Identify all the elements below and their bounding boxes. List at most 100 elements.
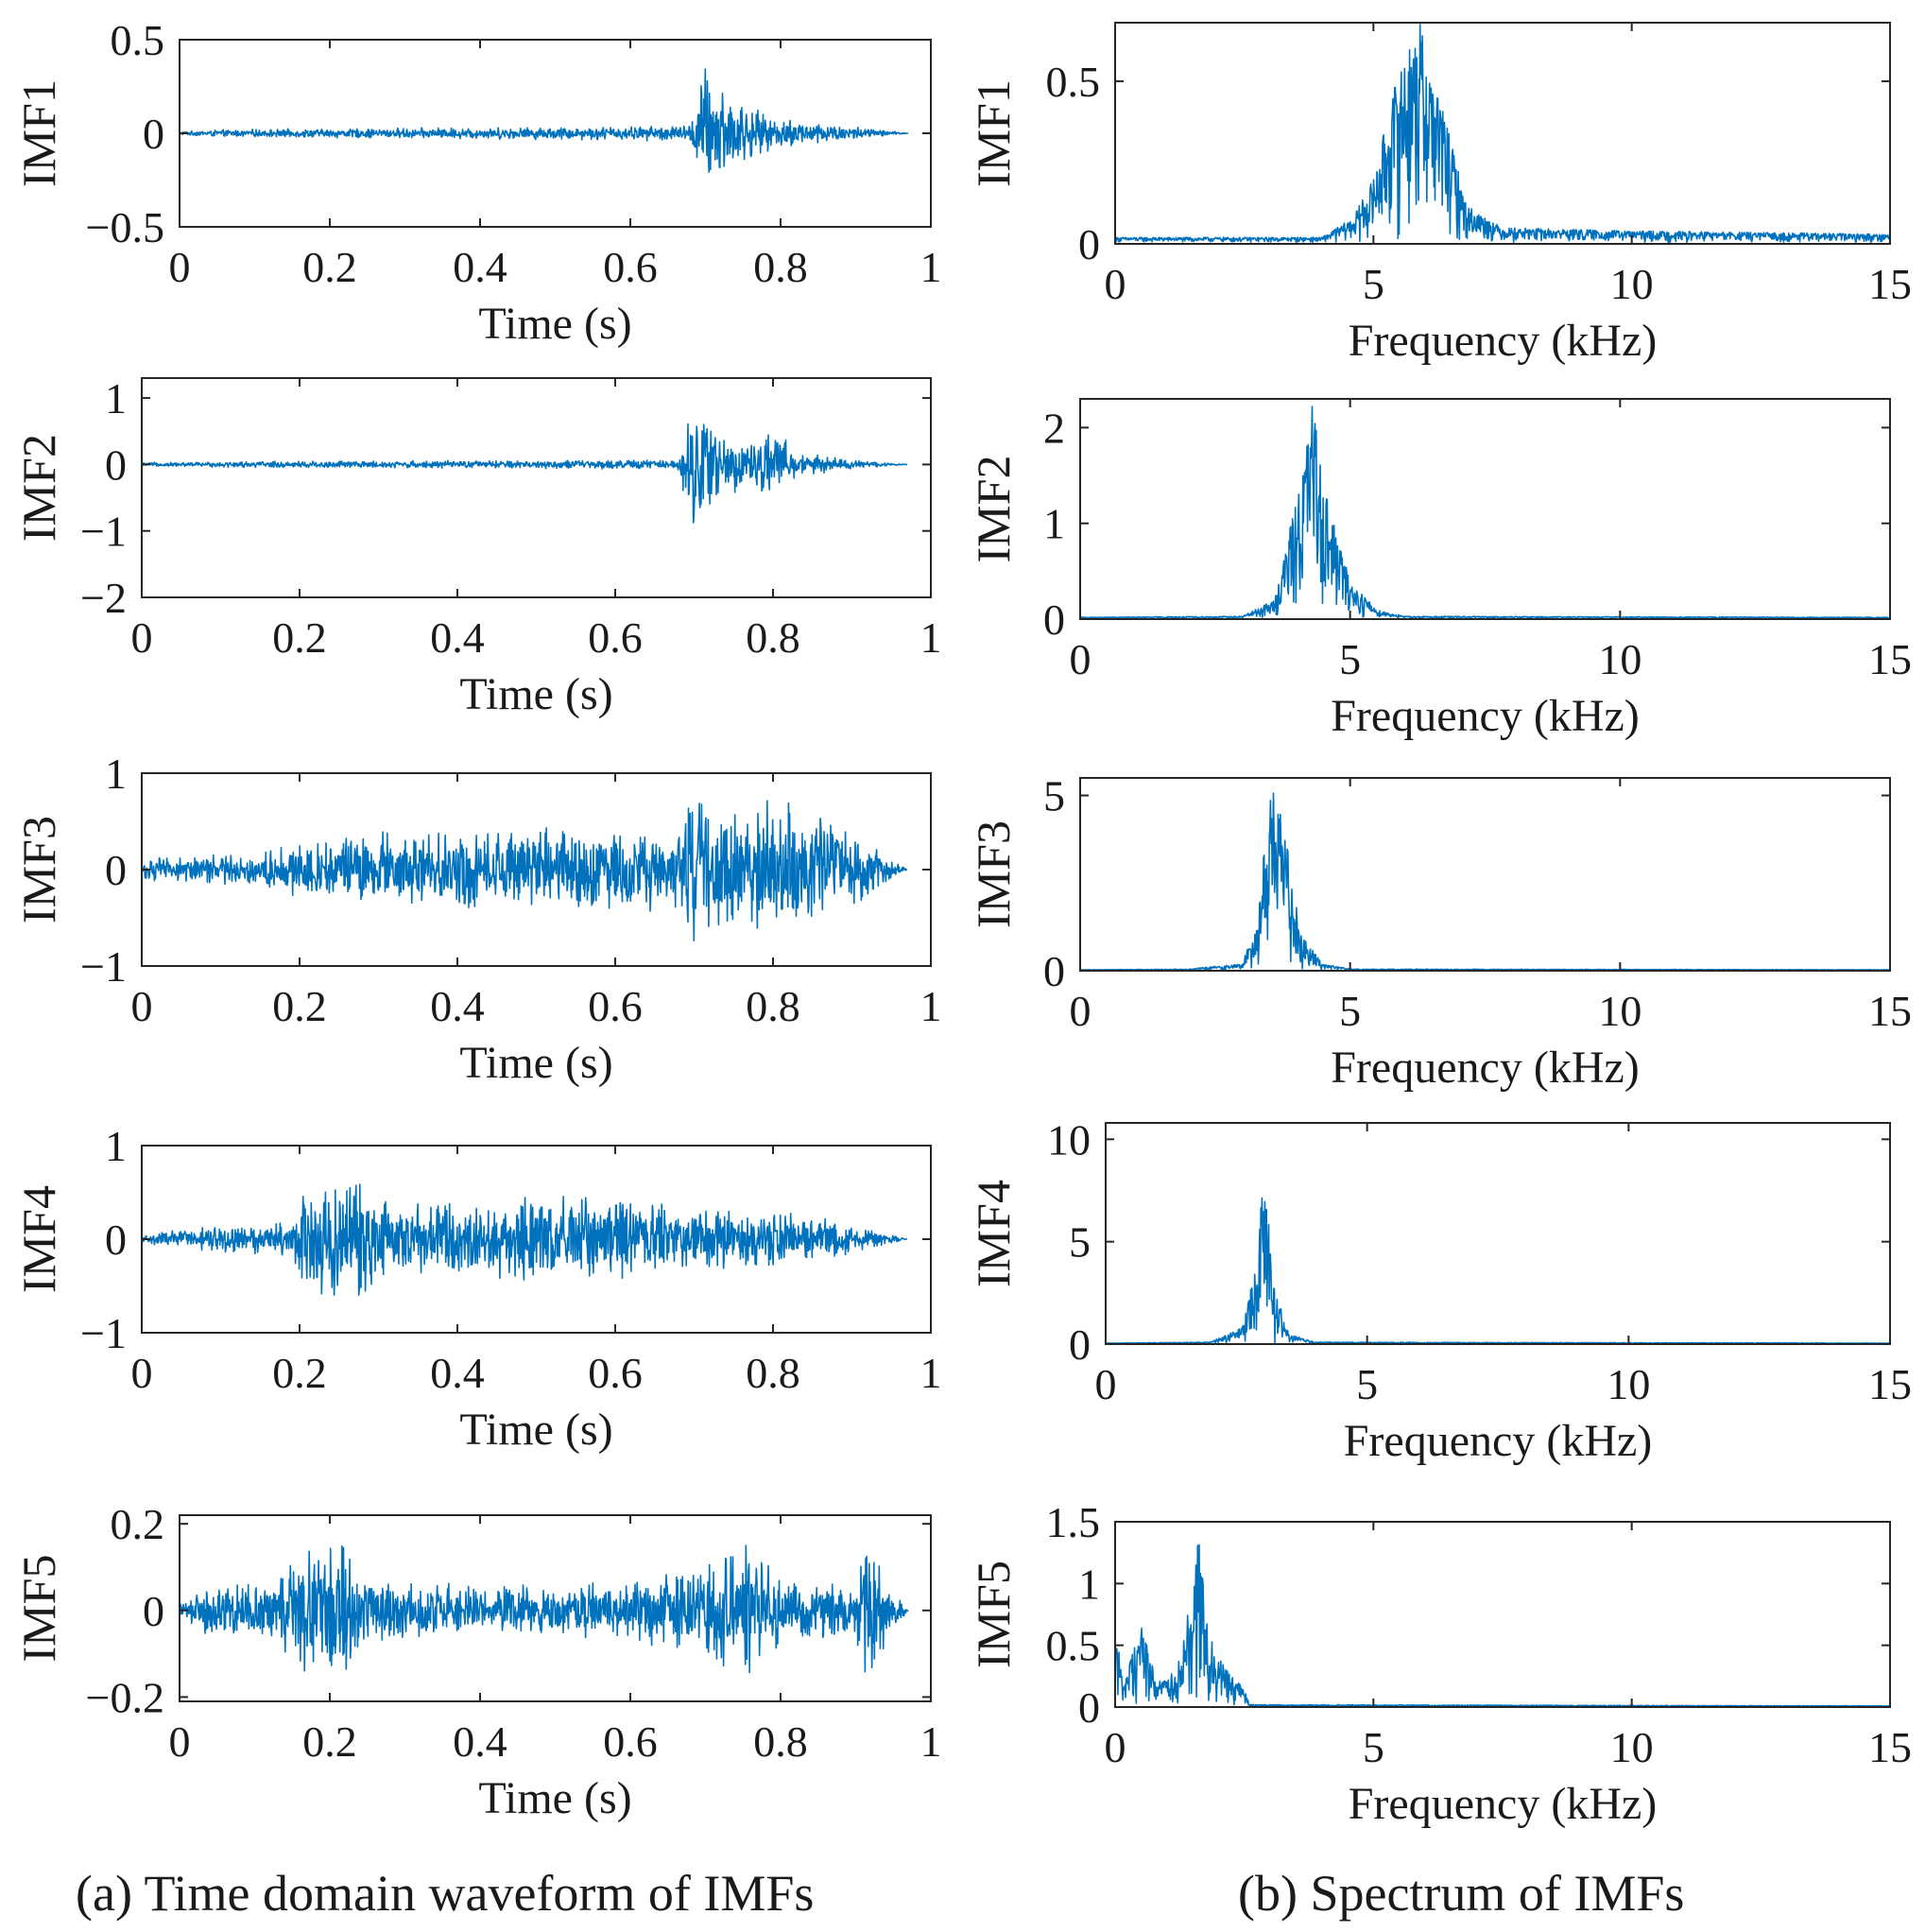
x-tick-label: 0.2	[302, 1717, 357, 1766]
y-tick-label: 1	[1078, 1560, 1100, 1608]
chart-f4: 0 5 10 15 0 5 10 Frequency (kHz) IMF4	[967, 1115, 1912, 1466]
x-tick-label: 0	[131, 1349, 153, 1397]
y-axis-label: IMF2	[12, 434, 65, 542]
y-axis-label: IMF4	[12, 1185, 65, 1293]
x-tick-label: 1	[920, 1349, 942, 1397]
x-tick-label: 15	[1868, 1723, 1912, 1771]
x-tick-label: 5	[1339, 987, 1361, 1035]
x-tick-label: 0	[1105, 260, 1126, 308]
x-axis-label: Time (s)	[478, 1773, 631, 1823]
x-tick-label: 0.6	[588, 982, 643, 1030]
x-tick-label: 0	[1095, 1360, 1117, 1408]
x-tick-label: 0	[1105, 1723, 1126, 1771]
x-tick-label: 0.6	[588, 613, 643, 662]
x-axis-label: Time (s)	[459, 1405, 612, 1455]
y-tick-label: 0.2	[111, 1500, 165, 1548]
y-tick-label: 1	[1043, 500, 1065, 548]
axes-box	[1079, 398, 1891, 620]
caption-spectrum: (b) Spectrum of IMFs	[1238, 1865, 1685, 1922]
axes-box	[1105, 1122, 1891, 1345]
y-axis-label: IMF1	[967, 79, 1020, 187]
y-tick-label: 0	[143, 1587, 164, 1635]
x-tick-label: 0.4	[430, 1349, 485, 1397]
x-tick-label: 10	[1598, 635, 1641, 683]
y-tick-label: 0.5	[1046, 58, 1101, 106]
series-line-imf5	[180, 1544, 909, 1674]
axes-box	[1114, 1521, 1891, 1708]
x-tick-label: 0	[131, 613, 153, 662]
x-tick-label: 0.8	[746, 613, 800, 662]
series-line-imf3	[142, 800, 908, 941]
x-axis-label: Frequency (kHz)	[1331, 1043, 1640, 1093]
x-axis-label: Time (s)	[459, 1038, 612, 1088]
x-tick-label: 1	[920, 1717, 942, 1766]
y-tick-label: 5	[1069, 1218, 1091, 1267]
x-tick-label: 0.2	[272, 982, 327, 1030]
y-tick-label: −0.2	[86, 1673, 164, 1721]
x-tick-label: 0.2	[272, 613, 327, 662]
y-tick-label: 1	[105, 750, 127, 798]
series-line-imf3	[1080, 792, 1890, 971]
chart-f3: 0 5 10 15 0 5 Frequency (kHz) IMF3	[967, 772, 1912, 1093]
y-tick-label: 0	[1043, 595, 1065, 644]
x-axis-label: Frequency (kHz)	[1331, 691, 1640, 741]
y-tick-label: 0	[143, 110, 164, 158]
y-tick-label: 5	[1043, 772, 1065, 820]
x-tick-label: 0.8	[746, 982, 800, 1030]
x-tick-label: 0.4	[430, 982, 485, 1030]
x-tick-label: 0	[1070, 635, 1091, 683]
x-tick-label: 10	[1610, 1723, 1654, 1771]
x-tick-label: 0.8	[746, 1349, 800, 1397]
x-axis-label: Time (s)	[478, 299, 631, 349]
chart-t2: 0 0.2 0.4 0.6 0.8 1 −2 −1 0 1 Time (s) IMF2	[12, 374, 942, 719]
series-line-imf2	[142, 423, 908, 524]
y-tick-label: −2	[80, 574, 127, 622]
y-tick-label: 10	[1047, 1115, 1091, 1164]
x-tick-label: 5	[1339, 635, 1361, 683]
axes-box	[1114, 22, 1891, 245]
y-tick-label: −1	[80, 942, 127, 991]
x-axis-label: Frequency (kHz)	[1349, 1779, 1658, 1829]
y-tick-label: 2	[1043, 404, 1065, 452]
y-axis-label: IMF2	[967, 456, 1020, 563]
x-tick-label: 10	[1598, 987, 1641, 1035]
caption-time-domain: (a) Time domain waveform of IMFs	[76, 1865, 815, 1922]
y-tick-label: 0	[105, 846, 127, 894]
x-tick-label: 15	[1868, 260, 1912, 308]
x-tick-label: 5	[1363, 260, 1384, 308]
y-tick-label: 0	[105, 440, 127, 489]
series-line-imf5	[1115, 1544, 1890, 1707]
x-tick-label: 5	[1363, 1723, 1384, 1771]
x-axis-label: Frequency (kHz)	[1344, 1416, 1653, 1466]
x-tick-label: 0.2	[272, 1349, 327, 1397]
y-tick-label: −0.5	[86, 203, 164, 251]
x-tick-label: 0.6	[603, 243, 658, 291]
y-axis-label: IMF4	[967, 1180, 1020, 1287]
y-axis-label: IMF3	[12, 816, 65, 923]
x-axis-label: Time (s)	[459, 669, 612, 719]
x-tick-label: 0	[131, 982, 153, 1030]
axes-box	[1079, 777, 1891, 972]
x-tick-label: 0	[1070, 987, 1091, 1035]
x-tick-label: 0	[169, 1717, 191, 1766]
x-tick-label: 5	[1356, 1360, 1378, 1408]
x-tick-label: 0.4	[453, 243, 507, 291]
y-tick-label: 0	[1069, 1320, 1091, 1369]
y-tick-label: 1.5	[1046, 1498, 1101, 1546]
x-tick-label: 0.4	[430, 613, 485, 662]
series-line-imf1	[1115, 24, 1890, 244]
x-axis-label: Frequency (kHz)	[1349, 316, 1658, 366]
y-tick-label: 1	[105, 374, 127, 423]
y-tick-label: 0.5	[111, 16, 165, 64]
chart-f2: 0 5 10 15 0 1 2 Frequency (kHz) IMF2	[967, 398, 1912, 741]
x-tick-label: 1	[920, 613, 942, 662]
chart-f1: 0 5 10 15 0 0.5 Frequency (kHz) IMF1	[967, 22, 1912, 366]
series-line-imf1	[180, 68, 909, 173]
x-tick-label: 0.8	[753, 1717, 808, 1766]
x-tick-label: 0.6	[588, 1349, 643, 1397]
x-tick-label: 15	[1868, 1360, 1912, 1408]
